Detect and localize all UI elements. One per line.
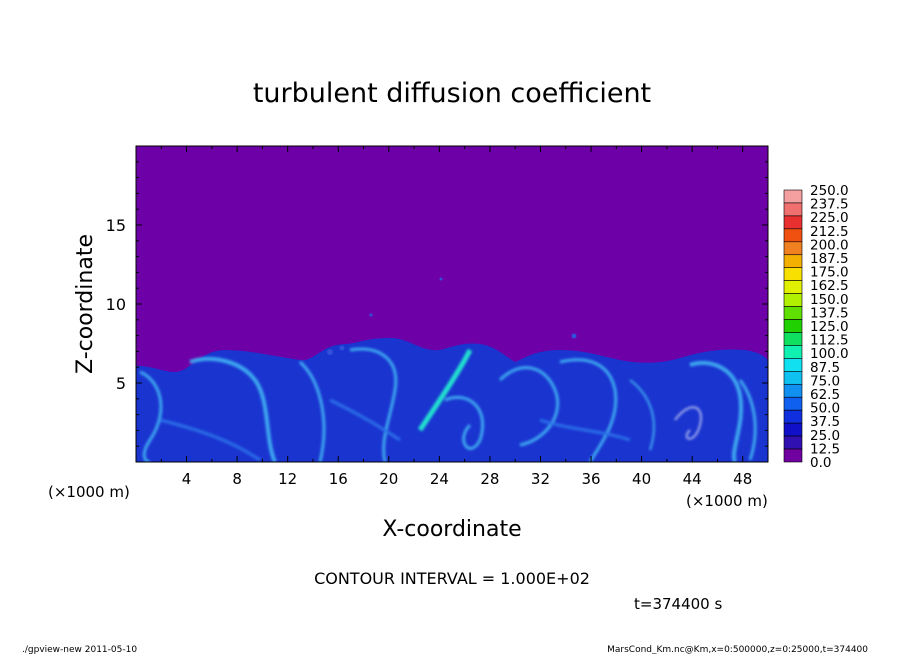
x-axis-ticks: 4 8 12 16 20 24 28 32 36 40 44 48 — [160, 146, 752, 488]
colorbar-level-label: 12.5 — [810, 441, 840, 457]
small-eddies — [327, 277, 577, 355]
turbulent-structures — [139, 347, 757, 462]
colorbar-swatch — [783, 189, 803, 204]
colorbar-level-label: 25.0 — [810, 428, 840, 444]
colorbar-swatch — [783, 280, 803, 294]
colorbar-level-label: 0.0 — [810, 455, 831, 471]
colorbar: 250.0237.5225.0212.5200.0187.5175.0162.5… — [783, 183, 849, 471]
x-axis-title: X-coordinate — [382, 517, 521, 542]
x-tick-label: 16 — [329, 470, 348, 488]
y-tick-label: 5 — [116, 374, 126, 393]
colorbar-swatch — [783, 422, 803, 437]
y-tick-label: 10 — [106, 295, 126, 314]
x-tick-label: 24 — [430, 470, 449, 488]
colorbar-swatch — [783, 319, 803, 333]
colorbar-swatch — [783, 358, 803, 372]
colorbar-level-label: 37.5 — [810, 414, 840, 430]
x-tick-label: 20 — [379, 470, 398, 488]
x-tick-label: 32 — [531, 470, 550, 488]
colorbar-swatch — [783, 267, 803, 281]
colorbar-level-label: 187.5 — [810, 251, 849, 267]
colorbar-swatch — [783, 332, 803, 346]
colorbar-level-label: 125.0 — [810, 319, 849, 335]
x-unit-label-right: (×1000 m) — [686, 492, 768, 510]
footer-left-label: ./gpview-new 2011-05-10 — [22, 645, 137, 654]
colorbar-swatch — [783, 228, 803, 243]
colorbar-level-label: 75.0 — [810, 373, 840, 389]
colorbar-swatch — [783, 383, 803, 398]
colorbar-swatch — [783, 254, 803, 269]
colorbar-level-label: 212.5 — [810, 224, 849, 240]
colorbar-swatch — [783, 435, 803, 450]
contour-interval-label: CONTOUR INTERVAL = 1.000E+02 — [314, 569, 590, 588]
x-tick-label: 4 — [182, 470, 192, 488]
x-tick-label: 44 — [683, 470, 702, 488]
colorbar-swatch — [783, 396, 803, 411]
colorbar-level-label: 87.5 — [810, 360, 840, 376]
x-tick-label: 48 — [733, 470, 752, 488]
y-axis-title: Z-coordinate — [73, 234, 98, 374]
colorbar-level-label: 162.5 — [810, 278, 849, 294]
colorbar-level-label: 100.0 — [810, 346, 849, 362]
colorbar-level-label: 175.0 — [810, 265, 849, 281]
chart-title: turbulent diffusion coefficient — [253, 78, 651, 109]
y-axis-ticks: 5 10 15 — [106, 161, 768, 447]
colorbar-swatch — [783, 409, 803, 424]
turbulent-layer-fill — [136, 338, 768, 462]
colorbar-swatch — [783, 306, 803, 320]
colorbar-level-label: 200.0 — [810, 237, 849, 253]
x-tick-label: 12 — [278, 470, 297, 488]
colorbar-level-label: 50.0 — [810, 401, 840, 417]
x-tick-label: 28 — [480, 470, 499, 488]
colorbar-swatch — [783, 202, 803, 217]
colorbar-swatch — [783, 371, 803, 385]
colorbar-level-label: 62.5 — [810, 387, 840, 403]
colorbar-swatch — [783, 293, 803, 307]
x-unit-label-left: (×1000 m) — [48, 483, 130, 501]
colorbar-level-label: 237.5 — [810, 197, 849, 213]
colorbar-level-label: 137.5 — [810, 305, 849, 321]
colorbar-level-label: 225.0 — [810, 210, 849, 226]
x-tick-label: 8 — [232, 470, 242, 488]
x-tick-label: 40 — [632, 470, 651, 488]
y-tick-label: 15 — [106, 216, 126, 235]
colorbar-swatch — [783, 241, 803, 256]
x-tick-label: 36 — [581, 470, 600, 488]
colorbar-swatch — [783, 345, 803, 359]
colorbar-swatch — [783, 448, 803, 463]
time-label: t=374400 s — [634, 595, 722, 613]
colorbar-level-label: 112.5 — [810, 333, 849, 349]
colorbar-swatch — [783, 215, 803, 230]
footer-right-label: MarsCond_Km.nc@Km,x=0:500000,z=0:25000,t… — [607, 645, 868, 654]
colorbar-level-label: 250.0 — [810, 183, 849, 199]
colorbar-level-label: 150.0 — [810, 292, 849, 308]
